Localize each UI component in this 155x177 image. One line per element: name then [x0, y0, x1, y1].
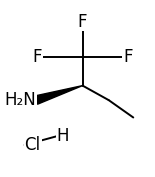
Polygon shape	[35, 86, 83, 104]
Text: F: F	[33, 48, 42, 66]
Text: F: F	[123, 48, 133, 66]
Text: F: F	[78, 13, 87, 31]
Text: H₂N: H₂N	[4, 91, 36, 109]
Text: Cl: Cl	[25, 136, 41, 154]
Text: H: H	[56, 127, 69, 145]
